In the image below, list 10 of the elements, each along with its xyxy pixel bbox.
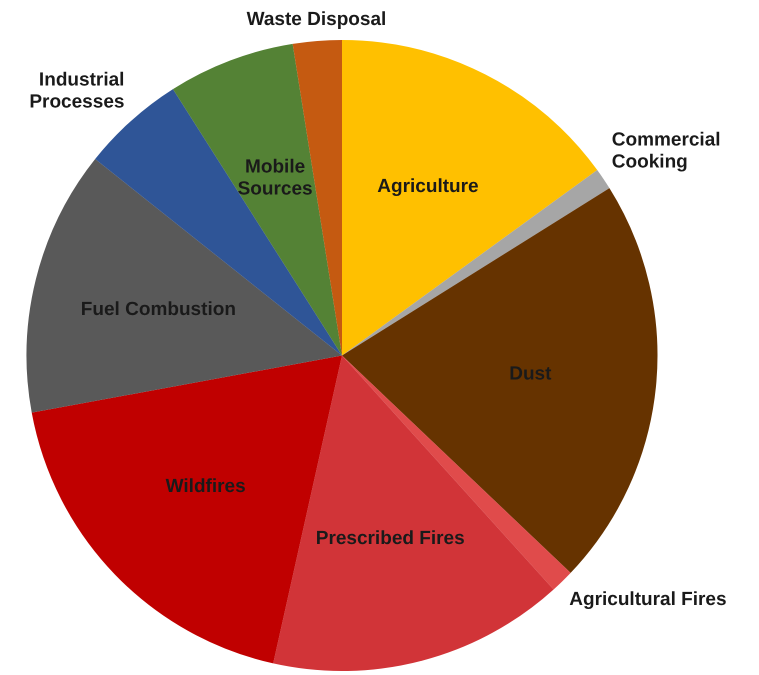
slice-label: Fuel Combustion bbox=[80, 298, 236, 320]
slice-label: Dust bbox=[509, 364, 552, 385]
slice-label: Commercial Cooking bbox=[612, 130, 721, 173]
slice-label: Agricultural Fires bbox=[569, 588, 727, 610]
slice-label: Industrial Processes bbox=[29, 70, 124, 113]
slice-label: Waste Disposal bbox=[246, 9, 386, 30]
slice-label: Mobile Sources bbox=[238, 156, 313, 200]
slice-label: Prescribed Fires bbox=[316, 528, 465, 549]
slice-label: Wildfires bbox=[166, 476, 246, 498]
slice-label: Agriculture bbox=[377, 176, 479, 198]
